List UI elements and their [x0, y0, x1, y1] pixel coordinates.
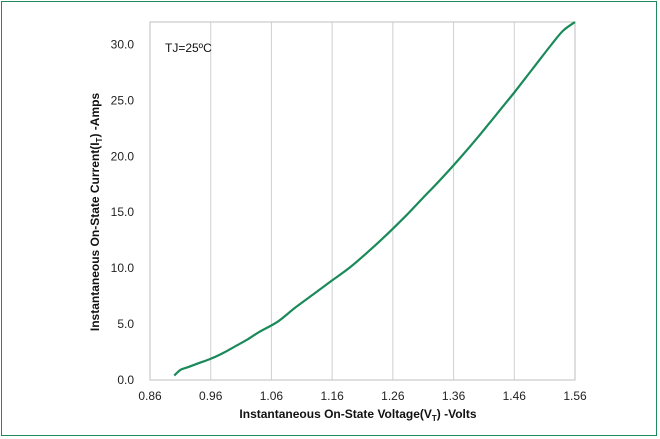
plot-area-border	[149, 21, 576, 381]
y-tick-label: 10.0	[111, 261, 135, 275]
x-tick-label: 1.06	[260, 389, 284, 403]
y-axis-label: Instantaneous On-State Current(IT) -Amps	[88, 93, 104, 332]
y-tick-label: 15.0	[111, 205, 135, 219]
y-tick-label: 0.0	[117, 373, 134, 387]
x-tick-label: 0.86	[138, 389, 162, 403]
y-tick-label: 25.0	[111, 93, 135, 107]
y-tick-label: 20.0	[111, 149, 135, 163]
x-tick-label: 1.46	[503, 389, 527, 403]
x-tick-label: 1.26	[381, 389, 405, 403]
x-tick-label: 1.36	[442, 389, 466, 403]
series-curve	[173, 21, 576, 377]
x-tick-label: 0.96	[199, 389, 223, 403]
tick-labels: 0.86 0.96 1.06 1.16 1.26 1.36 1.46 1.56 0.0 5.0 10…	[111, 37, 587, 403]
grid-lines	[210, 22, 515, 380]
x-axis-label: Instantaneous On-State Voltage(VT) -Volt…	[239, 407, 476, 423]
temperature-annotation: TJ=25ºC	[165, 41, 212, 55]
x-tick-label: 1.16	[320, 389, 344, 403]
y-tick-label: 30.0	[111, 37, 135, 51]
y-tick-label: 5.0	[117, 317, 134, 331]
x-tick-label: 1.56	[563, 389, 587, 403]
